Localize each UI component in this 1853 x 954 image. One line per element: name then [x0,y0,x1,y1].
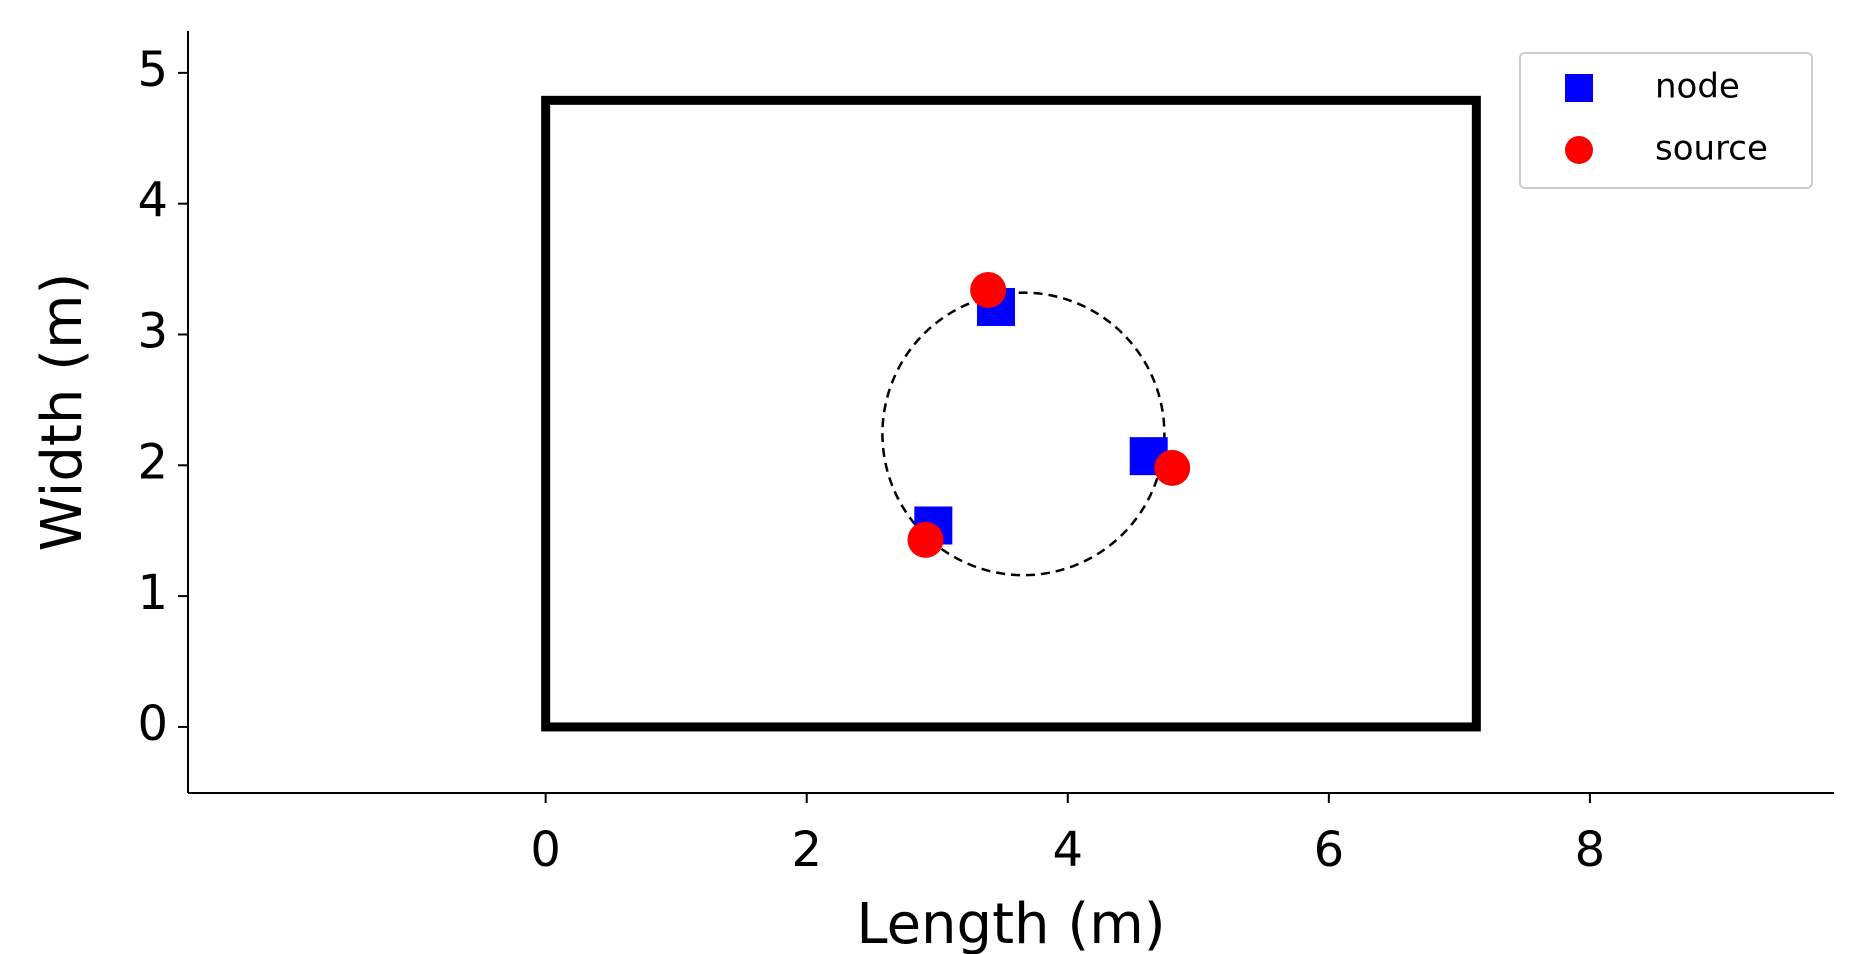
x-tick-label: 6 [1314,822,1345,878]
y-tick-label: 5 [137,42,168,98]
source-marker [970,272,1007,309]
legend-marker [1565,74,1593,102]
y-axis-label: Width (m) [30,273,95,552]
source-marker [907,521,944,558]
x-axis-label: Length (m) [856,892,1165,954]
y-tick-label: 1 [137,565,168,621]
y-tick-label: 0 [137,696,168,752]
x-tick-label: 0 [530,822,561,878]
y-tick-label: 3 [137,303,168,359]
source-marker [1154,449,1191,486]
circle-outline [881,291,1166,577]
x-tick-label: 8 [1575,822,1606,878]
room-outline [541,95,1481,732]
legend-label: node [1655,67,1740,107]
legend-label: source [1655,129,1768,169]
y-tick-label: 4 [137,173,168,229]
x-tick-label: 4 [1053,822,1084,878]
legend-marker [1565,136,1593,164]
y-tick-label: 2 [137,434,168,490]
x-tick-label: 2 [791,822,822,878]
